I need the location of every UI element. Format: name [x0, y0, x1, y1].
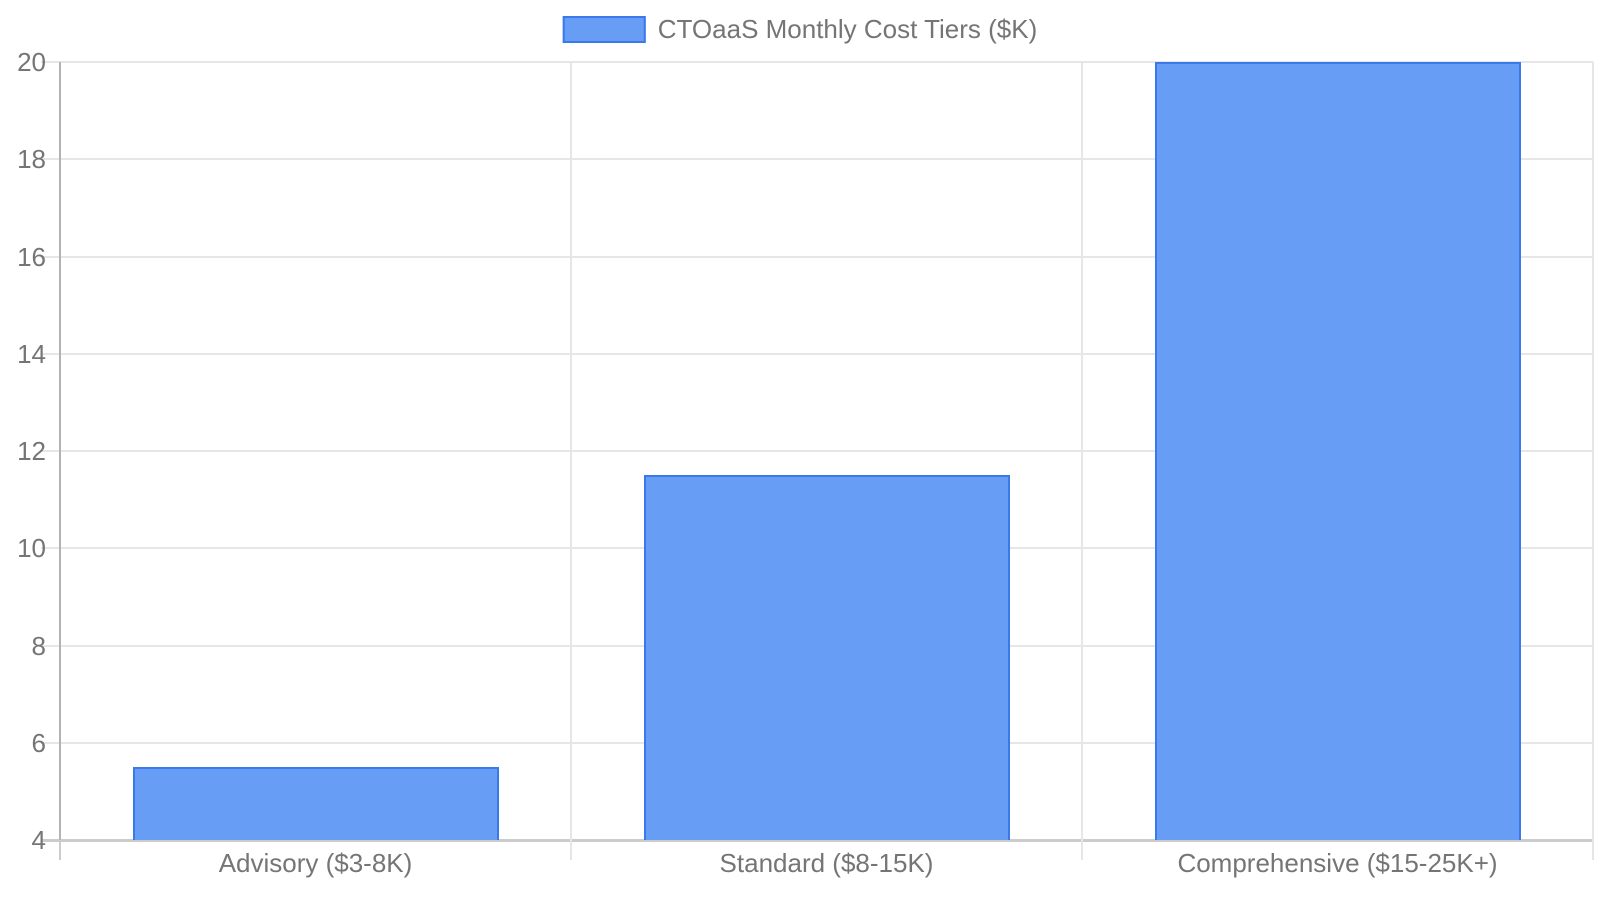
bar[interactable]	[1155, 62, 1521, 840]
x-axis-category-label: Advisory ($3-8K)	[218, 848, 413, 878]
y-axis-tick-label: 14	[17, 339, 46, 369]
y-axis-tick-label: 10	[17, 533, 46, 563]
legend-label: CTOaaS Monthly Cost Tiers ($K)	[657, 14, 1038, 44]
bar[interactable]	[133, 767, 499, 840]
y-axis-tick-label: 20	[17, 47, 46, 77]
y-gridline	[41, 353, 1593, 355]
y-axis-tick-label: 4	[31, 825, 46, 855]
x-axis-baseline	[41, 839, 1593, 842]
y-axis-tick-label: 16	[17, 242, 46, 272]
x-axis-tick	[1081, 840, 1083, 860]
y-axis-tick-label: 12	[17, 436, 46, 466]
category-boundary-gridline	[1592, 62, 1594, 840]
y-axis-tick-label: 8	[31, 631, 46, 661]
y-gridline	[41, 256, 1593, 258]
y-axis-line	[59, 62, 61, 840]
legend-swatch-icon	[562, 15, 646, 43]
x-axis-category-label: Standard ($8-15K)	[719, 848, 934, 878]
y-gridline	[41, 450, 1593, 452]
y-axis-tick-label: 18	[17, 144, 46, 174]
chart-legend[interactable]: CTOaaS Monthly Cost Tiers ($K)	[562, 14, 1038, 44]
x-axis-tick	[59, 840, 61, 860]
category-boundary-gridline	[1081, 62, 1083, 840]
x-axis-tick	[570, 840, 572, 860]
y-axis-tick-label: 6	[31, 728, 46, 758]
y-gridline	[41, 158, 1593, 160]
x-axis-tick	[1592, 840, 1594, 860]
bar[interactable]	[644, 475, 1010, 840]
category-boundary-gridline	[570, 62, 572, 840]
y-gridline	[41, 61, 1593, 63]
x-axis-category-label: Comprehensive ($15-25K+)	[1177, 848, 1498, 878]
